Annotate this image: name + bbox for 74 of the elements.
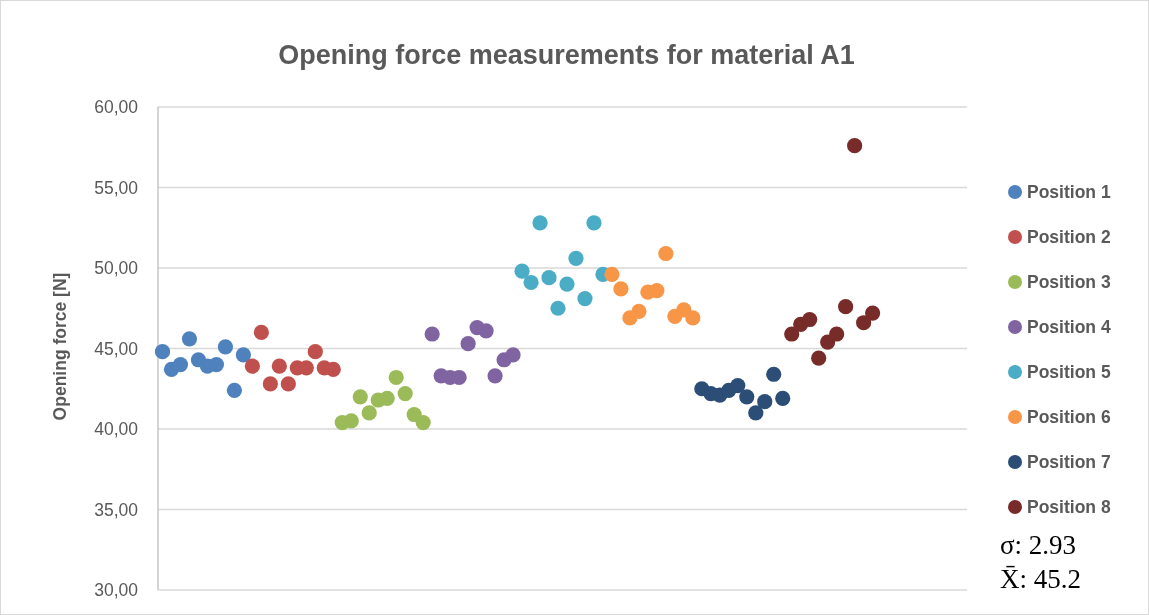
point bbox=[847, 138, 863, 154]
point bbox=[235, 347, 251, 363]
y-axis-title: Opening force [N] bbox=[50, 272, 70, 421]
legend-label: Position 1 bbox=[1027, 182, 1111, 203]
point bbox=[397, 385, 413, 402]
legend-label: Position 2 bbox=[1027, 227, 1111, 248]
point bbox=[559, 276, 575, 292]
point bbox=[253, 324, 269, 340]
legend-label: Position 8 bbox=[1027, 497, 1111, 518]
point bbox=[244, 358, 260, 374]
point bbox=[586, 215, 602, 231]
point bbox=[514, 263, 530, 279]
point bbox=[541, 270, 557, 286]
chart-title: Opening force measurements for material A1 bbox=[278, 40, 855, 70]
point bbox=[829, 326, 845, 342]
point bbox=[262, 376, 278, 392]
text: σ: 2.93 bbox=[1000, 530, 1077, 560]
point bbox=[487, 368, 503, 384]
point bbox=[388, 369, 404, 386]
y-tick-label: 40,00 bbox=[94, 419, 139, 440]
text: X̄: 45.2 bbox=[1000, 564, 1081, 594]
legend-label: Position 6 bbox=[1027, 407, 1111, 428]
point bbox=[505, 347, 521, 363]
point bbox=[631, 303, 647, 320]
point bbox=[424, 326, 440, 342]
point bbox=[739, 389, 755, 405]
point bbox=[613, 281, 629, 297]
point bbox=[325, 361, 341, 378]
point bbox=[856, 315, 872, 331]
point bbox=[802, 311, 818, 328]
point bbox=[865, 305, 881, 321]
point bbox=[604, 266, 620, 283]
legend-label: Position 5 bbox=[1027, 362, 1111, 383]
point bbox=[478, 323, 494, 339]
point bbox=[280, 376, 296, 392]
point bbox=[775, 390, 791, 406]
point bbox=[379, 390, 395, 406]
point bbox=[838, 299, 854, 315]
y-tick-label: 45,00 bbox=[94, 338, 139, 359]
point bbox=[307, 344, 323, 360]
point bbox=[271, 358, 287, 374]
point bbox=[550, 300, 566, 316]
point bbox=[343, 413, 359, 429]
point bbox=[730, 377, 746, 394]
point bbox=[784, 326, 800, 342]
point bbox=[172, 357, 189, 373]
point bbox=[460, 336, 476, 352]
point bbox=[361, 405, 377, 421]
point bbox=[352, 389, 368, 405]
point bbox=[226, 382, 243, 398]
legend-label: Position 4 bbox=[1027, 317, 1111, 338]
point bbox=[658, 245, 674, 262]
point bbox=[649, 282, 665, 299]
point bbox=[532, 215, 548, 231]
point bbox=[757, 394, 773, 410]
y-tick-label: 35,00 bbox=[94, 499, 139, 520]
y-tick-label: 55,00 bbox=[94, 177, 139, 198]
point bbox=[685, 310, 701, 326]
point bbox=[217, 339, 234, 355]
point bbox=[181, 331, 198, 347]
point bbox=[811, 350, 827, 366]
y-tick-label: 60,00 bbox=[94, 97, 139, 118]
point bbox=[577, 291, 593, 307]
point bbox=[748, 405, 764, 421]
point bbox=[766, 366, 782, 382]
legend-label: Position 3 bbox=[1027, 272, 1111, 293]
point bbox=[208, 357, 225, 373]
point bbox=[154, 344, 171, 360]
legend-label: Position 7 bbox=[1027, 452, 1111, 473]
y-tick-label: 30,00 bbox=[94, 580, 139, 601]
point bbox=[523, 274, 539, 291]
y-tick-label: 50,00 bbox=[94, 258, 139, 279]
point bbox=[415, 414, 431, 431]
point bbox=[568, 250, 584, 266]
